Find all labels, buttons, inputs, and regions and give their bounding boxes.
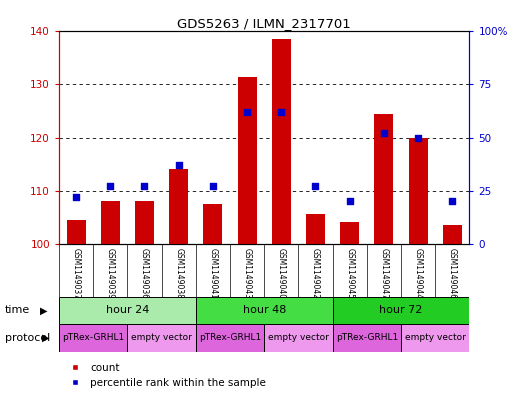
Point: [414, 134, 422, 141]
Bar: [332, 324, 401, 352]
Bar: [204, 204, 222, 244]
Bar: [401, 324, 469, 352]
Text: empty vector: empty vector: [131, 334, 192, 342]
Bar: [169, 169, 188, 244]
Text: empty vector: empty vector: [405, 334, 466, 342]
Bar: [135, 201, 154, 244]
Text: GSM1149044: GSM1149044: [413, 248, 423, 299]
Text: pTRex-GRHL1: pTRex-GRHL1: [199, 334, 261, 342]
Text: GSM1149040: GSM1149040: [277, 248, 286, 299]
Bar: [238, 77, 256, 244]
Text: hour 24: hour 24: [106, 305, 149, 316]
Text: GSM1149045: GSM1149045: [345, 248, 354, 299]
Point: [72, 194, 80, 200]
Point: [346, 198, 354, 204]
Text: GSM1149047: GSM1149047: [380, 248, 388, 299]
Text: GSM1149043: GSM1149043: [243, 248, 251, 299]
Bar: [340, 222, 359, 244]
Point: [243, 109, 251, 115]
Bar: [443, 225, 462, 244]
Legend: count, percentile rank within the sample: count, percentile rank within the sample: [64, 363, 266, 388]
Text: hour 72: hour 72: [379, 305, 423, 316]
Bar: [374, 114, 393, 244]
Text: hour 48: hour 48: [243, 305, 286, 316]
Bar: [59, 324, 127, 352]
Text: pTRex-GRHL1: pTRex-GRHL1: [62, 334, 124, 342]
Text: pTRex-GRHL1: pTRex-GRHL1: [336, 334, 398, 342]
Bar: [272, 39, 291, 244]
Point: [311, 183, 320, 189]
Point: [380, 130, 388, 136]
Bar: [409, 138, 427, 244]
Bar: [101, 201, 120, 244]
Text: ▶: ▶: [43, 333, 50, 343]
Text: empty vector: empty vector: [268, 334, 329, 342]
Point: [174, 162, 183, 168]
Text: GSM1149038: GSM1149038: [174, 248, 183, 299]
Text: GSM1149041: GSM1149041: [208, 248, 218, 299]
Point: [141, 183, 149, 189]
Text: GSM1149046: GSM1149046: [448, 248, 457, 299]
Bar: [59, 297, 196, 324]
Bar: [196, 324, 264, 352]
Title: GDS5263 / ILMN_2317701: GDS5263 / ILMN_2317701: [177, 17, 351, 30]
Bar: [332, 297, 469, 324]
Text: GSM1149036: GSM1149036: [140, 248, 149, 299]
Bar: [264, 324, 332, 352]
Text: GSM1149039: GSM1149039: [106, 248, 115, 299]
Bar: [67, 220, 86, 244]
Bar: [196, 297, 332, 324]
Text: ▶: ▶: [40, 305, 47, 316]
Point: [209, 183, 217, 189]
Text: GSM1149042: GSM1149042: [311, 248, 320, 299]
Text: time: time: [5, 305, 30, 316]
Bar: [306, 215, 325, 244]
Point: [448, 198, 457, 204]
Text: GSM1149037: GSM1149037: [72, 248, 81, 299]
Point: [277, 109, 285, 115]
Point: [106, 183, 114, 189]
Bar: [127, 324, 196, 352]
Text: protocol: protocol: [5, 333, 50, 343]
